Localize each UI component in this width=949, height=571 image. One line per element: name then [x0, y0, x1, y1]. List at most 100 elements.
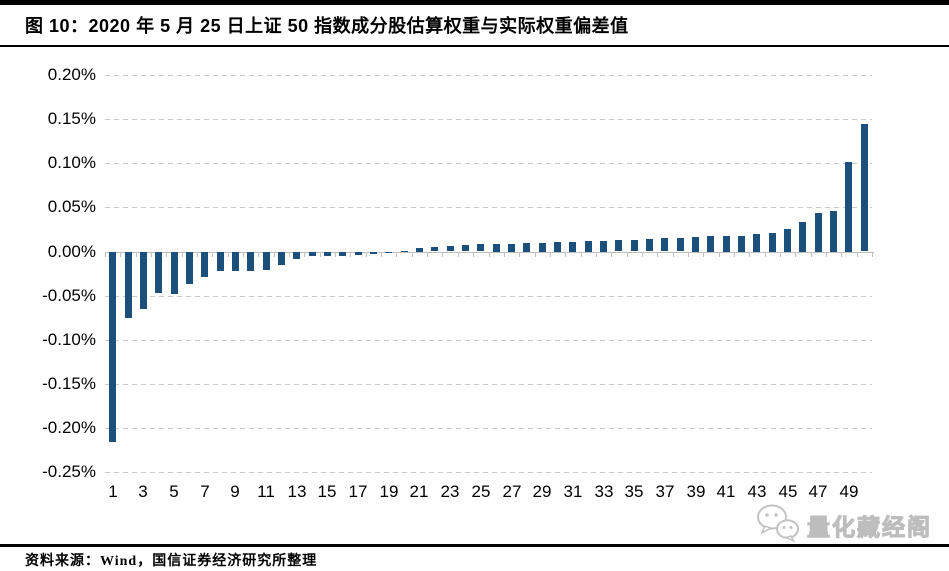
x-axis-tick: [442, 252, 443, 257]
x-tick-label: 29: [532, 482, 552, 501]
bar: [125, 252, 132, 318]
x-axis-tick: [151, 252, 152, 257]
x-axis-tick: [136, 252, 137, 257]
bar: [462, 245, 469, 251]
bar: [232, 252, 239, 271]
x-axis-tick: [749, 252, 750, 257]
x-axis-tick: [719, 252, 720, 257]
bar: [431, 247, 438, 251]
x-axis-tick: [642, 252, 643, 257]
x-axis-tick: [519, 252, 520, 257]
bar: [477, 244, 484, 251]
x-tick-label: 9: [230, 482, 240, 501]
bar: [324, 252, 331, 256]
y-tick-label: -0.10%: [42, 330, 96, 349]
bar: [278, 252, 285, 265]
bar: [569, 242, 576, 252]
x-axis-tick: [274, 252, 275, 257]
x-axis-tick: [596, 252, 597, 257]
bar: [661, 238, 668, 251]
x-tick-label: 11: [257, 482, 275, 501]
wechat-icon: [755, 503, 801, 548]
x-axis-tick: [320, 252, 321, 257]
x-axis-tick: [857, 252, 858, 257]
watermark-text: 量化藏经阁: [807, 514, 932, 541]
x-tick-label: 49: [839, 482, 859, 501]
x-tick-label: 5: [169, 482, 179, 501]
bar: [293, 252, 300, 259]
x-tick-label: 39: [686, 482, 706, 501]
x-axis-tick: [611, 252, 612, 257]
x-axis-tick: [412, 252, 413, 257]
bar: [600, 241, 607, 252]
bar: [799, 222, 806, 252]
top-rule: [0, 0, 949, 5]
gridline: [105, 340, 872, 341]
y-tick-label: 0.00%: [47, 242, 96, 261]
x-axis-tick: [197, 252, 198, 257]
bar: [784, 229, 791, 252]
x-axis-tick: [841, 252, 842, 257]
x-axis-tick: [550, 252, 551, 257]
x-axis-tick: [458, 252, 459, 257]
bar: [615, 240, 622, 251]
x-axis-tick: [565, 252, 566, 257]
bar: [769, 233, 776, 252]
bar: [401, 251, 408, 252]
bar: [201, 252, 208, 277]
x-axis-tick: [780, 252, 781, 257]
x-axis-tick: [258, 252, 259, 257]
x-axis-tick: [627, 252, 628, 257]
bar: [493, 244, 500, 252]
x-tick-label: 7: [200, 482, 210, 501]
gridline: [105, 163, 872, 164]
x-axis-tick: [105, 252, 106, 257]
source-note: 资料来源：Wind，国信证券经济研究所整理: [25, 554, 318, 569]
bar: [186, 252, 193, 284]
x-axis-tick: [335, 252, 336, 257]
bar: [631, 240, 638, 251]
bar: [815, 213, 822, 252]
bar: [309, 252, 316, 256]
bar: [140, 252, 147, 309]
y-tick-label: -0.25%: [42, 462, 96, 481]
x-axis-tick: [120, 252, 121, 257]
x-axis-tick: [581, 252, 582, 257]
x-tick-label: 31: [563, 482, 583, 501]
bar: [723, 236, 730, 252]
x-tick-label: 35: [624, 482, 644, 501]
x-axis-tick: [703, 252, 704, 257]
x-tick-label: 3: [138, 482, 148, 501]
y-tick-label: 0.15%: [47, 109, 96, 128]
bar: [539, 243, 546, 252]
x-tick-label: 13: [287, 482, 307, 501]
bar: [523, 243, 530, 252]
x-axis-tick: [166, 252, 167, 257]
bar: [370, 252, 377, 254]
gridline: [105, 75, 872, 76]
bar: [447, 246, 454, 251]
bar: [416, 248, 423, 252]
x-tick-label: 19: [379, 482, 399, 501]
title-rule: [0, 45, 949, 47]
bar: [155, 252, 162, 293]
bar: [692, 237, 699, 252]
x-axis-tick: [535, 252, 536, 257]
y-tick-label: -0.15%: [42, 374, 96, 393]
x-axis-tick: [212, 252, 213, 257]
x-tick-label: 21: [409, 482, 429, 501]
bar: [554, 242, 561, 252]
y-tick-label: 0.20%: [47, 65, 96, 84]
x-tick-label: 23: [440, 482, 460, 501]
bar: [217, 252, 224, 271]
x-axis-tick: [243, 252, 244, 257]
bar: [263, 252, 270, 270]
x-axis-tick: [396, 252, 397, 257]
x-tick-label: 45: [778, 482, 798, 501]
x-axis-tick: [381, 252, 382, 257]
gridline: [105, 119, 872, 120]
x-tick-label: 33: [594, 482, 614, 501]
x-tick-label: 1: [108, 482, 118, 501]
x-tick-label: 41: [716, 482, 736, 501]
